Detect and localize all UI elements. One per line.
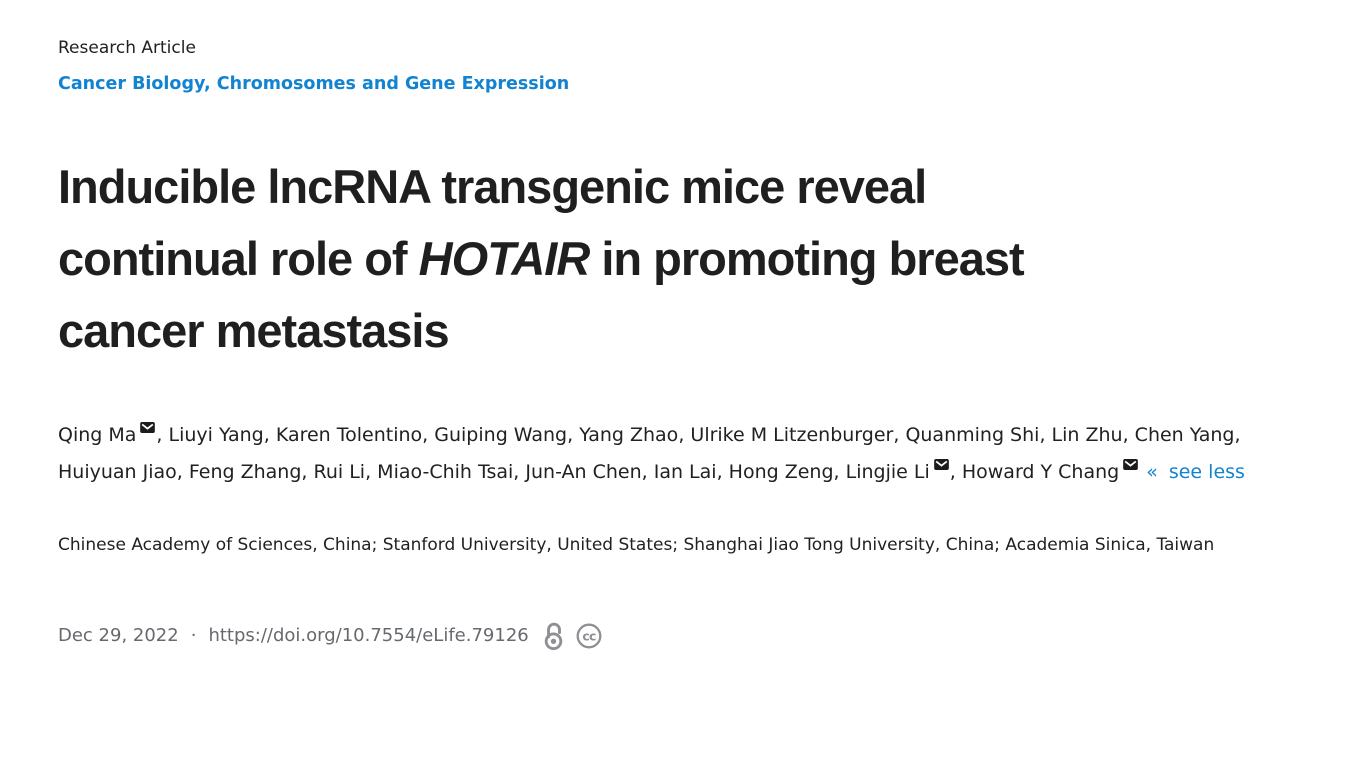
- author-separator: ,: [513, 461, 526, 483]
- author-separator: ,: [567, 424, 580, 446]
- email-icon[interactable]: [1123, 459, 1139, 470]
- doi-link[interactable]: https://doi.org/10.7554/eLife.79126: [208, 625, 529, 646]
- author-name[interactable]: Karen Tolentino: [275, 424, 423, 446]
- subject-link[interactable]: Cancer Biology: [58, 74, 205, 94]
- author-separator: ,: [365, 461, 378, 483]
- author-separator: ,: [833, 461, 846, 483]
- author-list: Qing Ma, Liuyi Yang, Karen Tolentino, Gu…: [58, 417, 1303, 491]
- creative-commons-icon[interactable]: cc: [575, 622, 603, 650]
- author-name[interactable]: Lin Zhu: [1051, 424, 1123, 446]
- author-name[interactable]: Jun-An Chen: [525, 461, 642, 483]
- title-text-post: in promoting breast cancer metastasis: [58, 232, 1025, 357]
- author-name[interactable]: Ulrike M Litzenburger: [690, 424, 894, 446]
- article-type-label: Research Article: [58, 38, 196, 58]
- author-separator: ,: [678, 424, 691, 446]
- author-separator: ,: [716, 461, 729, 483]
- author-name[interactable]: Yang Zhao: [579, 424, 679, 446]
- author-name[interactable]: Lingjie Li: [845, 461, 930, 483]
- author-separator: ,: [1122, 424, 1135, 446]
- article-title: Inducible lncRNA transgenic mice reveal …: [58, 151, 1303, 367]
- email-icon[interactable]: [933, 459, 949, 470]
- author-separator: ,: [641, 461, 654, 483]
- collapse-arrow[interactable]: «: [1146, 461, 1158, 483]
- authors-inline: Qing Ma, Liuyi Yang, Karen Tolentino, Gu…: [58, 422, 1241, 483]
- subject-links: Cancer Biology, Chromosomes and Gene Exp…: [58, 73, 1303, 95]
- title-gene-name-italic: HOTAIR: [418, 232, 591, 285]
- title-text-pre: Inducible lncRNA transgenic mice reveal …: [58, 160, 927, 285]
- author-separator: ,: [1234, 424, 1241, 446]
- license-icons: cc: [541, 620, 603, 651]
- author-separator: ,: [422, 424, 435, 446]
- author-separator: ,: [176, 461, 189, 483]
- author-name[interactable]: Rui Li: [313, 461, 366, 483]
- author-separator: ,: [301, 461, 314, 483]
- author-name[interactable]: Huiyuan Jiao: [58, 461, 177, 483]
- author-name[interactable]: Quanming Shi: [905, 424, 1040, 446]
- author-name[interactable]: Hong Zeng: [728, 461, 834, 483]
- author-separator: ,: [949, 461, 962, 483]
- author-separator: ,: [1039, 424, 1052, 446]
- author-name[interactable]: Feng Zhang: [188, 461, 302, 483]
- collapse-authors-control: « see less: [1146, 461, 1245, 483]
- author-name[interactable]: Howard Y Chang: [961, 461, 1120, 483]
- author-separator: ,: [263, 424, 276, 446]
- author-name[interactable]: Chen Yang: [1134, 424, 1235, 446]
- svg-text:cc: cc: [582, 628, 596, 643]
- article-meta-footer: Dec 29, 2022 · https://doi.org/10.7554/e…: [58, 620, 1303, 651]
- author-name[interactable]: Liuyi Yang: [168, 424, 264, 446]
- see-less-link[interactable]: see less: [1168, 461, 1245, 483]
- subject-link[interactable]: Chromosomes and Gene Expression: [216, 74, 570, 94]
- author-name[interactable]: Ian Lai: [653, 461, 717, 483]
- author-separator: ,: [893, 424, 906, 446]
- publication-date: Dec 29, 2022: [58, 625, 179, 646]
- author-separator: ,: [156, 424, 169, 446]
- subject-separator: ,: [204, 74, 217, 94]
- email-icon[interactable]: [140, 422, 156, 433]
- author-name[interactable]: Guiping Wang: [434, 424, 568, 446]
- dot-separator: ·: [190, 625, 197, 646]
- author-name[interactable]: Qing Ma: [58, 424, 137, 446]
- author-name[interactable]: Miao-Chih Tsai: [377, 461, 514, 483]
- open-access-lock-icon[interactable]: [541, 620, 566, 651]
- affiliations-text: Chinese Academy of Sciences, China; Stan…: [58, 535, 1215, 555]
